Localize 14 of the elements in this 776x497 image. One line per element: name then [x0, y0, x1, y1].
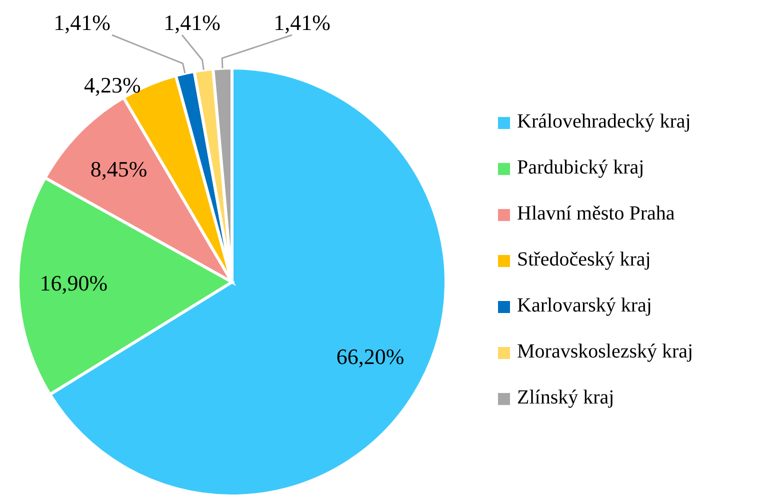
data-label: 1,41%: [164, 10, 220, 36]
legend-label: Zlínský kraj: [517, 386, 614, 409]
data-label: 8,45%: [90, 156, 148, 182]
data-label: 16,90%: [40, 270, 108, 296]
data-label: 4,23%: [84, 72, 141, 98]
legend-label: Královehradecký kraj: [517, 110, 691, 133]
legend-label: Pardubický kraj: [517, 156, 644, 179]
legend-label: Hlavní město Praha: [517, 202, 675, 225]
data-label: 66,20%: [336, 344, 404, 370]
data-label: 1,41%: [54, 10, 110, 36]
legend-label: Středočeský kraj: [517, 248, 651, 271]
data-label: 1,41%: [274, 10, 330, 36]
legend-label: Moravskoslezský kraj: [517, 340, 694, 363]
legend-label: Karlovarský kraj: [517, 294, 652, 317]
